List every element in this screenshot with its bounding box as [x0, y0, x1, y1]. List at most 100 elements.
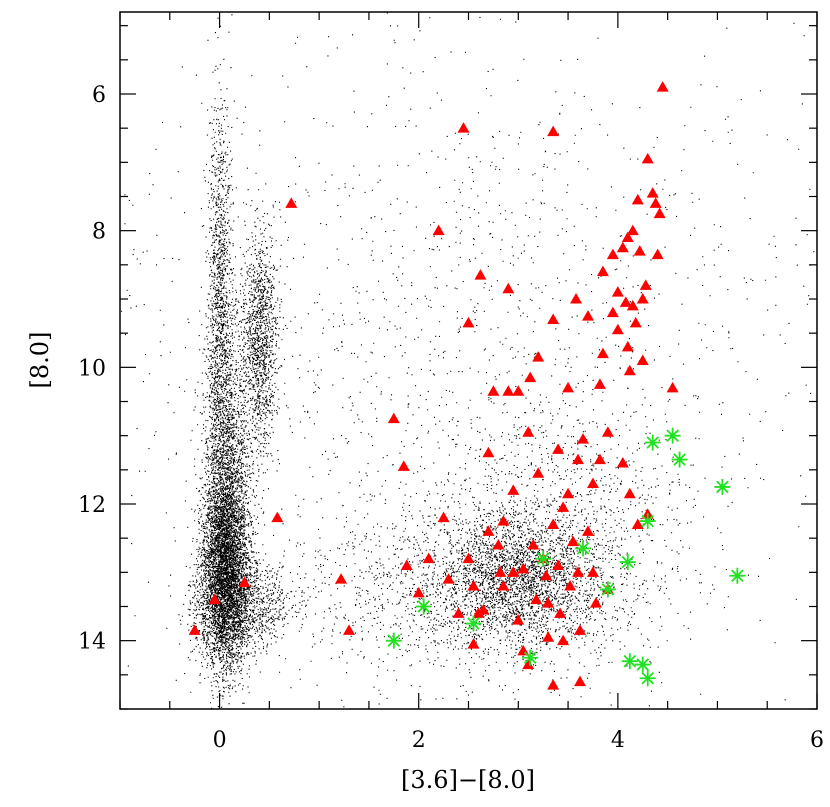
red-triangle-marker: [611, 323, 624, 335]
red-triangle-marker: [593, 378, 606, 389]
asterisk-stroke: [641, 671, 655, 685]
red-triangle-marker: [586, 477, 599, 488]
red-triangle-marker: [581, 525, 594, 536]
red-triangle-marker: [649, 197, 662, 208]
x-axis-label: [3.6]−[8.0]: [401, 766, 535, 794]
red-triangle-marker: [616, 241, 629, 253]
red-triangle-marker: [547, 518, 560, 529]
series-0: [188, 81, 679, 690]
red-triangle-marker: [522, 658, 535, 670]
red-triangle-marker: [457, 122, 470, 133]
red-triangle-marker: [487, 385, 500, 396]
asterisk-stroke: [536, 552, 550, 565]
red-triangle-marker: [593, 453, 606, 465]
green-asterisk-marker: [671, 451, 688, 468]
red-triangle-marker: [631, 518, 644, 529]
red-triangle-marker: [542, 631, 555, 642]
red-triangle-marker: [335, 573, 348, 584]
axis-ticks: [119, 12, 818, 710]
red-triangle-marker: [492, 539, 505, 550]
red-triangle-marker: [271, 511, 284, 523]
green-asterisk-marker: [621, 653, 638, 670]
y-tick-label: 8: [92, 220, 106, 245]
red-triangle-marker: [397, 460, 410, 471]
red-triangle-marker: [512, 614, 525, 625]
red-triangle-marker: [507, 566, 520, 577]
y-tick-label: 12: [78, 493, 106, 518]
red-triangle-marker: [462, 552, 475, 564]
red-triangle-marker: [472, 607, 485, 618]
red-triangle-marker: [522, 426, 535, 437]
red-triangle-marker: [581, 310, 594, 321]
green-asterisk-marker: [535, 550, 552, 567]
red-triangle-marker: [477, 603, 490, 615]
red-triangle-marker: [467, 580, 480, 591]
red-triangle-marker: [422, 552, 435, 564]
x-tick-label: 4: [611, 728, 625, 753]
asterisk-stroke: [467, 617, 480, 630]
red-triangle-marker: [619, 296, 632, 307]
red-triangle-marker: [611, 286, 624, 297]
red-triangle-marker: [412, 586, 425, 598]
red-triangle-marker: [631, 193, 644, 205]
red-triangle-marker: [586, 566, 599, 577]
red-triangle-marker: [554, 607, 567, 618]
red-triangle-marker: [502, 282, 515, 294]
green-asterisk-marker: [522, 649, 539, 666]
green-asterisk-marker: [634, 656, 651, 673]
red-triangle-marker: [547, 125, 560, 137]
asterisk-stroke: [666, 429, 679, 442]
series-1: [385, 427, 746, 687]
red-triangle-marker: [621, 340, 634, 352]
red-triangle-marker: [666, 381, 679, 393]
red-triangle-marker: [188, 624, 201, 635]
green-asterisk-marker: [415, 598, 432, 615]
y-tick-label: 10: [78, 356, 106, 381]
red-triangle-marker: [552, 559, 565, 570]
red-triangle-marker: [636, 354, 649, 365]
red-triangle-marker: [572, 566, 585, 577]
red-triangle-marker: [589, 597, 602, 608]
red-triangle-marker: [562, 487, 575, 499]
red-triangle-marker: [596, 265, 609, 277]
green-asterisk-marker: [714, 478, 731, 495]
red-triangle-marker: [502, 385, 515, 396]
red-triangle-marker: [577, 433, 590, 444]
red-triangle-marker: [626, 224, 639, 236]
red-triangle-marker: [626, 299, 639, 311]
red-triangle-marker: [547, 313, 560, 324]
red-triangle-marker: [547, 679, 560, 690]
red-triangle-marker: [616, 457, 629, 468]
red-triangle-marker: [285, 197, 298, 208]
green-asterisk-marker: [385, 632, 402, 649]
green-asterisk-marker: [644, 434, 661, 451]
asterisk-stroke: [716, 480, 729, 494]
green-asterisk-marker: [599, 581, 616, 598]
red-triangle-marker: [512, 385, 525, 396]
red-triangle-marker: [482, 525, 495, 536]
red-triangle-marker: [238, 576, 251, 588]
red-triangle-marker: [564, 580, 577, 591]
green-asterisk-marker: [639, 513, 656, 530]
red-triangle-marker: [524, 371, 537, 383]
red-triangle-marker: [653, 207, 666, 219]
asterisk-stroke: [417, 600, 430, 613]
red-triangle-marker: [494, 566, 507, 577]
red-triangle-marker: [567, 535, 580, 547]
red-triangle-marker: [507, 484, 520, 495]
red-triangle-marker: [387, 412, 400, 424]
red-triangle-marker: [633, 245, 646, 256]
asterisk-stroke: [576, 542, 590, 555]
red-triangle-marker: [629, 316, 642, 328]
red-triangle-marker: [542, 597, 555, 608]
red-triangle-marker: [530, 593, 543, 605]
red-triangle-marker: [641, 152, 654, 164]
red-triangle-marker: [601, 426, 614, 437]
green-asterisk-marker: [465, 615, 482, 632]
red-triangle-marker: [562, 381, 575, 393]
y-tick-label: 6: [92, 83, 106, 108]
red-triangle-marker: [467, 638, 480, 649]
red-triangle-marker: [482, 446, 495, 458]
red-triangle-marker: [606, 248, 619, 260]
green-asterisk-marker: [639, 670, 656, 687]
